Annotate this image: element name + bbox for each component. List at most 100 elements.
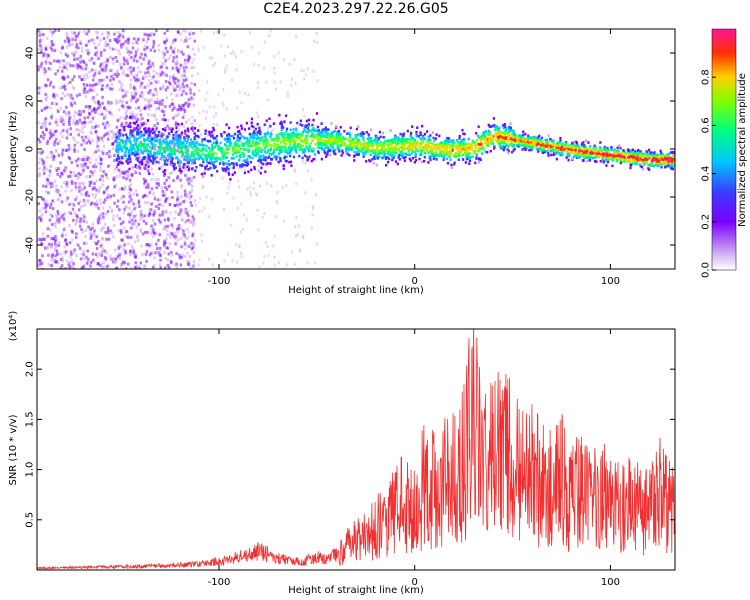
heatmap-cell bbox=[60, 154, 64, 158]
heatmap-cell bbox=[117, 143, 120, 147]
heatmap-cell bbox=[189, 221, 192, 225]
heatmap-cell bbox=[263, 147, 267, 150]
heatmap-cell bbox=[129, 112, 133, 116]
heatmap-cell bbox=[184, 150, 187, 154]
heatmap-cell bbox=[164, 156, 168, 160]
heatmap-cell bbox=[122, 42, 125, 46]
heatmap-cell bbox=[136, 47, 140, 51]
heatmap-cell bbox=[246, 138, 249, 141]
heatmap-cell bbox=[54, 246, 57, 250]
heatmap-cell bbox=[129, 253, 132, 257]
heatmap-cell bbox=[377, 138, 380, 142]
heatmap-cell bbox=[158, 151, 162, 155]
heatmap-cell bbox=[239, 166, 242, 170]
heatmap-cell bbox=[498, 126, 501, 130]
heatmap-cell bbox=[67, 92, 71, 96]
heatmap-cell bbox=[248, 132, 251, 136]
heatmap-cell bbox=[458, 154, 461, 157]
heatmap-cell bbox=[266, 162, 270, 165]
heatmap-cell bbox=[448, 140, 451, 144]
heatmap-cell bbox=[307, 124, 311, 127]
heatmap-cell bbox=[312, 150, 315, 153]
heatmap-cell bbox=[95, 93, 99, 97]
heatmap-cell bbox=[59, 86, 62, 90]
heatmap-cell bbox=[70, 95, 73, 99]
heatmap-cell bbox=[507, 149, 510, 153]
heatmap-cell bbox=[92, 165, 95, 169]
heatmap-cell bbox=[200, 209, 203, 213]
heatmap-cell bbox=[199, 155, 202, 158]
heatmap-cell bbox=[123, 187, 127, 191]
heatmap-cell bbox=[545, 141, 548, 144]
heatmap-cell bbox=[176, 68, 179, 72]
heatmap-cell bbox=[147, 79, 151, 83]
heatmap-cell bbox=[51, 95, 55, 99]
heatmap-cell bbox=[580, 142, 584, 146]
heatmap-cell bbox=[71, 97, 74, 101]
heatmap-cell bbox=[335, 136, 339, 140]
heatmap-cell bbox=[197, 263, 200, 267]
heatmap-cell bbox=[129, 235, 133, 239]
heatmap-cell bbox=[43, 124, 47, 128]
heatmap-cell bbox=[282, 126, 285, 129]
heatmap-cell bbox=[122, 171, 126, 175]
heatmap-cell bbox=[229, 178, 232, 181]
heatmap-cell bbox=[593, 144, 596, 148]
heatmap-cell bbox=[56, 142, 60, 146]
heatmap-cell bbox=[96, 255, 99, 259]
heatmap-cell bbox=[407, 144, 410, 147]
heatmap-cell bbox=[183, 131, 187, 135]
heatmap-cell bbox=[180, 50, 183, 54]
heatmap-cell bbox=[44, 92, 47, 96]
heatmap-cell bbox=[184, 67, 187, 71]
heatmap-cell bbox=[396, 162, 399, 166]
heatmap-cell bbox=[416, 126, 419, 130]
heatmap-cell bbox=[277, 160, 280, 164]
heatmap-cell bbox=[70, 264, 73, 268]
heatmap-cell bbox=[312, 118, 315, 122]
heatmap-cell bbox=[128, 172, 131, 176]
heatmap-cell bbox=[284, 142, 287, 146]
heatmap-cell bbox=[144, 252, 148, 256]
heatmap-cell bbox=[409, 134, 412, 138]
heatmap-cell bbox=[98, 70, 101, 74]
heatmap-cell bbox=[542, 151, 545, 154]
heatmap-cell bbox=[292, 128, 295, 131]
heatmap-cell bbox=[547, 134, 550, 137]
heatmap-cell bbox=[227, 148, 230, 151]
heatmap-cell bbox=[165, 229, 169, 233]
heatmap-cell bbox=[357, 147, 360, 151]
heatmap-cell bbox=[52, 260, 55, 264]
heatmap-cell bbox=[176, 108, 179, 112]
heatmap-cell bbox=[86, 156, 90, 160]
heatmap-cell bbox=[257, 159, 260, 163]
heatmap-cell bbox=[177, 79, 180, 83]
heatmap-cell bbox=[78, 75, 81, 79]
heatmap-cell bbox=[63, 250, 67, 254]
heatmap-cell bbox=[638, 163, 641, 167]
heatmap-cell bbox=[486, 144, 490, 147]
heatmap-cell bbox=[210, 197, 213, 201]
heatmap-cell bbox=[635, 154, 638, 158]
heatmap-cell bbox=[457, 146, 460, 150]
heatmap-cell bbox=[432, 157, 435, 161]
heatmap-cell bbox=[55, 137, 58, 141]
heatmap-cell bbox=[441, 143, 444, 147]
heatmap-cell bbox=[173, 204, 177, 208]
heatmap-cell bbox=[499, 146, 502, 149]
heatmap-cell bbox=[236, 143, 239, 146]
heatmap-cell bbox=[159, 258, 162, 262]
heatmap-cell bbox=[291, 250, 294, 254]
heatmap-cell bbox=[194, 203, 197, 207]
heatmap-cell bbox=[595, 155, 598, 159]
heatmap-cell bbox=[462, 148, 465, 152]
heatmap-cell bbox=[75, 232, 78, 236]
heatmap-cell bbox=[125, 133, 128, 137]
heatmap-cell bbox=[147, 186, 150, 190]
heatmap-cell bbox=[92, 96, 95, 100]
heatmap-cell bbox=[530, 144, 533, 148]
heatmap-cell bbox=[453, 141, 456, 145]
heatmap-cell bbox=[426, 149, 429, 153]
heatmap-cell bbox=[598, 153, 601, 157]
heatmap-cell bbox=[61, 45, 65, 49]
